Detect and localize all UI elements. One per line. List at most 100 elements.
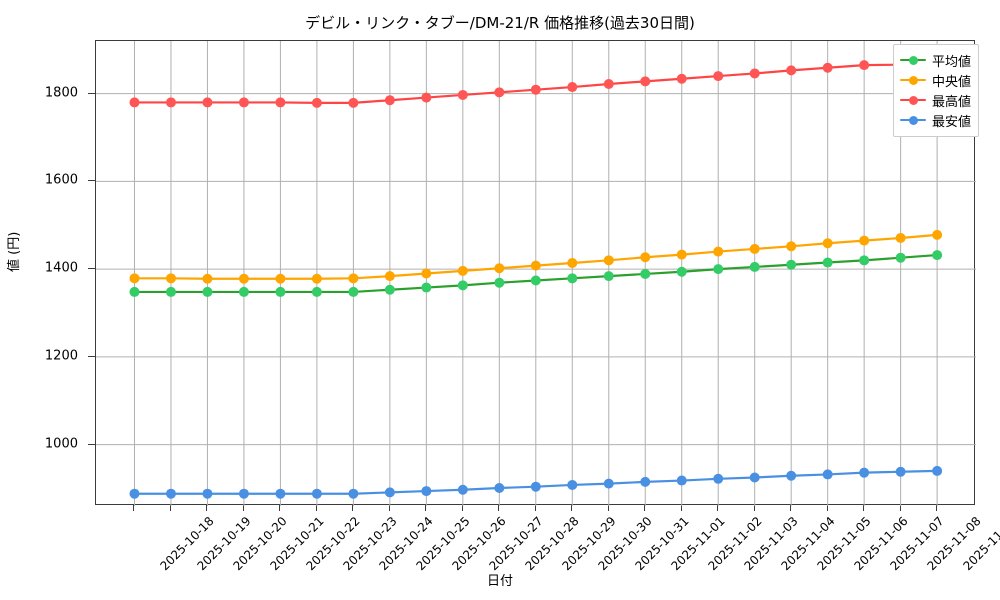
data-point — [165, 286, 176, 297]
data-point — [640, 252, 651, 263]
data-point — [786, 65, 797, 76]
data-point — [822, 238, 833, 249]
legend-label: 最高値 — [932, 94, 972, 110]
data-point — [275, 273, 286, 284]
data-point — [129, 286, 140, 297]
legend-item-1[interactable]: 中央値 — [900, 70, 971, 90]
data-point — [567, 257, 578, 268]
data-point — [713, 71, 724, 82]
data-point — [311, 273, 322, 284]
x-tick-mark — [461, 505, 463, 511]
y-tick-mark — [88, 92, 95, 94]
data-point — [786, 259, 797, 270]
data-point — [494, 263, 505, 274]
data-point — [567, 82, 578, 93]
data-point — [895, 466, 906, 477]
data-point — [640, 268, 651, 279]
data-point — [530, 275, 541, 286]
series-line-2 — [133, 63, 939, 104]
data-point — [530, 481, 541, 492]
data-point — [567, 479, 578, 490]
y-tick-mark — [88, 355, 95, 357]
x-tick-mark — [425, 505, 427, 511]
data-point — [603, 271, 614, 282]
data-point — [421, 486, 432, 497]
data-point — [348, 97, 359, 108]
data-point — [786, 241, 797, 252]
chart-legend: 平均値中央値最高値 最安値 — [893, 44, 980, 137]
x-tick-mark — [607, 505, 609, 511]
data-point — [494, 277, 505, 288]
series-line-1 — [133, 233, 939, 280]
data-point — [202, 273, 213, 284]
data-point — [238, 488, 249, 499]
x-tick-mark — [534, 505, 536, 511]
data-point — [238, 97, 249, 108]
x-tick-mark — [863, 505, 865, 511]
legend-item-2[interactable]: 最高値 — [900, 90, 971, 110]
data-point — [603, 478, 614, 489]
data-point — [457, 484, 468, 495]
y-tick-label: 1600 — [44, 172, 78, 188]
data-point — [749, 261, 760, 272]
data-point — [202, 488, 213, 499]
data-point — [238, 286, 249, 297]
data-point — [932, 229, 943, 240]
data-point — [676, 266, 687, 277]
legend-item-0[interactable]: 平均値 — [900, 50, 971, 70]
data-point — [421, 282, 432, 293]
data-point — [859, 60, 870, 71]
data-point — [129, 273, 140, 284]
data-point — [749, 68, 760, 79]
data-series-layer — [129, 59, 943, 499]
legend-swatch-icon — [900, 113, 926, 127]
data-point — [676, 249, 687, 260]
data-point — [457, 280, 468, 291]
y-tick-mark — [88, 180, 95, 182]
data-point — [822, 469, 833, 480]
data-point — [129, 488, 140, 499]
data-point — [932, 250, 943, 261]
data-point — [822, 257, 833, 268]
legend-swatch-icon — [900, 53, 926, 67]
x-tick-mark — [315, 505, 317, 511]
chart-title: デビル・リンク・タブー/DM-21/R 価格推移(過去30日間) — [305, 14, 695, 32]
data-point — [421, 268, 432, 279]
data-point — [311, 97, 322, 108]
data-point — [384, 271, 395, 282]
data-point — [530, 260, 541, 271]
plot-area — [95, 40, 976, 506]
data-point — [640, 476, 651, 487]
data-point — [238, 273, 249, 284]
x-tick-mark — [644, 505, 646, 511]
legend-label: 中央値 — [932, 74, 972, 90]
x-tick-mark — [498, 505, 500, 511]
x-tick-mark — [133, 505, 135, 511]
legend-swatch-icon — [900, 73, 926, 87]
data-point — [713, 246, 724, 257]
x-tick-mark — [680, 505, 682, 511]
x-tick-mark — [169, 505, 171, 511]
data-point — [494, 87, 505, 98]
y-tick-label: 1400 — [44, 260, 78, 276]
x-tick-mark — [936, 505, 938, 511]
legend-item-3[interactable]: 最安値 — [900, 110, 971, 130]
data-point — [530, 84, 541, 95]
data-point — [859, 235, 870, 246]
data-point — [932, 465, 943, 476]
data-point — [165, 97, 176, 108]
x-tick-mark — [790, 505, 792, 511]
data-point — [713, 473, 724, 484]
x-tick-mark — [242, 505, 244, 511]
data-point — [384, 95, 395, 106]
data-point — [421, 92, 432, 103]
y-tick-mark — [88, 443, 95, 445]
data-point — [202, 97, 213, 108]
data-point — [895, 232, 906, 243]
data-point — [494, 483, 505, 494]
legend-swatch-icon — [900, 93, 926, 107]
data-point — [822, 62, 833, 73]
data-point — [348, 488, 359, 499]
x-tick-mark — [388, 505, 390, 511]
